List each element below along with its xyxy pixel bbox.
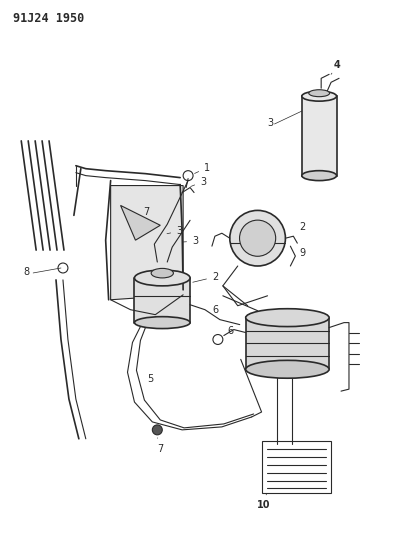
Text: 10: 10: [257, 494, 270, 510]
Text: 91J24 1950: 91J24 1950: [13, 12, 85, 25]
FancyBboxPatch shape: [135, 278, 190, 322]
FancyBboxPatch shape: [302, 96, 337, 176]
Ellipse shape: [151, 269, 173, 278]
Text: 3: 3: [191, 176, 206, 187]
Circle shape: [152, 425, 162, 435]
Ellipse shape: [302, 171, 337, 181]
Ellipse shape: [302, 91, 337, 101]
Text: 4: 4: [331, 60, 341, 74]
Text: 1: 1: [195, 163, 210, 173]
Text: 7: 7: [157, 438, 164, 454]
Text: 9: 9: [299, 248, 305, 258]
Ellipse shape: [309, 90, 330, 96]
Text: 6: 6: [228, 326, 234, 336]
Text: 6: 6: [212, 305, 218, 314]
Ellipse shape: [135, 270, 190, 286]
Text: 3: 3: [268, 118, 274, 128]
Ellipse shape: [135, 317, 190, 328]
Ellipse shape: [246, 360, 329, 378]
Text: 5: 5: [147, 374, 154, 384]
Ellipse shape: [246, 309, 329, 327]
Polygon shape: [120, 205, 160, 240]
Polygon shape: [111, 185, 183, 300]
FancyBboxPatch shape: [246, 318, 329, 369]
Text: 7: 7: [143, 207, 150, 217]
Text: 3: 3: [167, 226, 182, 236]
Text: 8: 8: [23, 267, 29, 277]
Circle shape: [239, 220, 276, 256]
Text: 2: 2: [299, 222, 305, 232]
Text: 3: 3: [183, 236, 198, 246]
Text: 2: 2: [193, 272, 218, 282]
Circle shape: [230, 211, 285, 266]
